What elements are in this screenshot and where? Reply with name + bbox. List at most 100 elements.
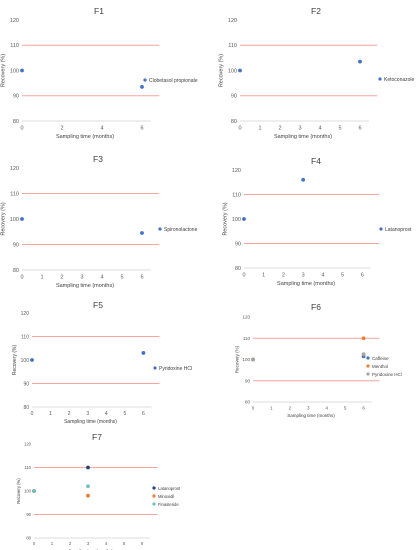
- x-tick-label: 2: [60, 126, 63, 132]
- chart-panel-f6: F6 80 90 100 110 120 0 1 2 3 4 5 6 Sampling time (mon…: [234, 302, 401, 418]
- y-tick-label: 100: [21, 358, 30, 364]
- y-axis-label: Recovery (%): [16, 478, 21, 504]
- y-tick-label: 120: [10, 166, 19, 172]
- legend-marker: [152, 486, 156, 490]
- data-point: [32, 489, 36, 493]
- data-point: [141, 351, 146, 355]
- y-tick-label: 110: [21, 334, 29, 340]
- legend-label: Latanoprost: [385, 227, 412, 233]
- x-tick-label: 1: [51, 541, 54, 546]
- x-tick-label: 6: [140, 275, 143, 281]
- y-tick-label: 100: [10, 217, 19, 223]
- x-tick-label: 1: [270, 406, 273, 411]
- data-point: [361, 336, 366, 341]
- y-tick-label: 110: [243, 336, 251, 341]
- x-tick-label: 6: [140, 126, 143, 132]
- legend-marker: [143, 78, 147, 82]
- x-axis-label: Sampling time (months): [56, 134, 114, 140]
- x-tick-label: 1: [258, 126, 261, 132]
- y-axis-label: Recovery (%): [223, 202, 229, 235]
- y-tick-label: 100: [24, 488, 32, 493]
- x-tick-label: 1: [262, 273, 265, 279]
- chart-title: F4: [311, 156, 321, 166]
- y-axis-label: Recovery (%): [234, 345, 239, 373]
- y-tick-label: 90: [26, 512, 31, 517]
- x-tick-label: 5: [123, 411, 126, 417]
- x-tick-label: 5: [120, 275, 123, 281]
- legend-marker: [378, 77, 382, 81]
- chart-title: F2: [311, 6, 321, 16]
- x-tick-label: 2: [68, 411, 71, 417]
- y-tick-label: 80: [245, 400, 251, 405]
- data-point: [242, 217, 246, 221]
- x-tick-label: 2: [278, 126, 281, 132]
- y-tick-label: 120: [232, 168, 241, 174]
- x-tick-label: 2: [282, 273, 285, 279]
- x-axis-label: Sampling time (months): [287, 413, 335, 418]
- chart-title: F6: [311, 302, 321, 312]
- y-tick-label: 120: [24, 441, 32, 446]
- chart-panel-f4: F4 80 90 100 110 120 0 1 2 3 4 5 6 Sampling time (mon…: [223, 156, 412, 287]
- x-tick-label: 4: [325, 406, 328, 411]
- x-tick-label: 5: [341, 273, 344, 279]
- x-tick-label: 3: [302, 273, 305, 279]
- chart-panel-f5: F5 80 90 100 110 120 0 1 2 3 4 5 6 Sampling time (mon…: [12, 300, 192, 425]
- legend-marker: [366, 356, 370, 360]
- x-tick-label: 1: [40, 275, 43, 281]
- x-tick-label: 0: [20, 275, 23, 281]
- x-axis-label: Sampling time (months): [277, 281, 335, 287]
- y-tick-label: 110: [24, 465, 31, 470]
- y-tick-label: 90: [13, 242, 19, 248]
- legend-marker: [152, 494, 156, 498]
- x-tick-label: 2: [289, 406, 292, 411]
- legend-marker: [366, 372, 370, 376]
- data-point: [301, 177, 306, 182]
- data-point: [20, 217, 24, 221]
- x-tick-label: 6: [361, 273, 364, 279]
- x-tick-label: 3: [307, 406, 310, 411]
- chart-panel-f7: F7 80 90 100 110 120 0 1 2 3 4 5 6 Sampling time (mon…: [16, 432, 181, 550]
- legend-label: Caffeine: [372, 356, 389, 361]
- y-tick-label: 120: [21, 311, 30, 317]
- x-tick-label: 0: [252, 406, 255, 411]
- y-tick-label: 80: [13, 119, 19, 125]
- x-tick-label: 3: [86, 411, 89, 417]
- data-point: [361, 352, 366, 357]
- y-axis-label: Recovery (%): [12, 345, 18, 376]
- data-point: [20, 68, 24, 73]
- y-tick-label: 110: [232, 192, 241, 198]
- chart-panel-f2: F2 80 90 100 110 120 0 1 2 3 4 5 6 Sampling time (mon…: [219, 6, 415, 140]
- chart-panel-f1: F1 80 90 100 110 120 0 2 4 6 Sampling time (months…: [1, 6, 198, 140]
- x-tick-label: 2: [69, 541, 72, 546]
- x-tick-label: 0: [242, 273, 245, 279]
- chart-title: F1: [94, 6, 104, 16]
- legend-label: Latanoprost: [158, 486, 181, 491]
- chart-title: F3: [93, 154, 103, 164]
- y-tick-label: 80: [235, 266, 241, 272]
- chart-title: F7: [92, 432, 102, 442]
- data-point: [30, 358, 34, 362]
- legend-marker: [152, 502, 156, 506]
- legend-label: Pyridoxine HCl: [372, 372, 402, 377]
- y-tick-label: 80: [231, 119, 237, 125]
- data-point: [140, 85, 144, 89]
- x-tick-label: 5: [344, 406, 347, 411]
- x-tick-label: 4: [318, 126, 321, 132]
- y-tick-label: 80: [23, 405, 29, 411]
- x-tick-label: 4: [100, 275, 103, 281]
- data-point: [140, 231, 144, 235]
- y-tick-label: 100: [10, 68, 19, 74]
- x-tick-label: 3: [80, 275, 83, 281]
- legend-marker: [379, 227, 383, 231]
- x-tick-label: 1: [49, 411, 52, 417]
- legend-label: Menthol: [372, 364, 388, 369]
- y-tick-label: 110: [228, 43, 237, 49]
- y-axis-label: Recovery (%): [1, 54, 7, 87]
- legend-marker: [366, 364, 370, 368]
- x-axis-label: Sampling time (months): [274, 134, 332, 140]
- legend-marker: [158, 227, 162, 231]
- y-tick-label: 90: [245, 378, 251, 383]
- legend-marker: [153, 366, 157, 370]
- x-axis-label: Sampling time (months): [69, 548, 114, 550]
- x-tick-label: 0: [33, 541, 36, 546]
